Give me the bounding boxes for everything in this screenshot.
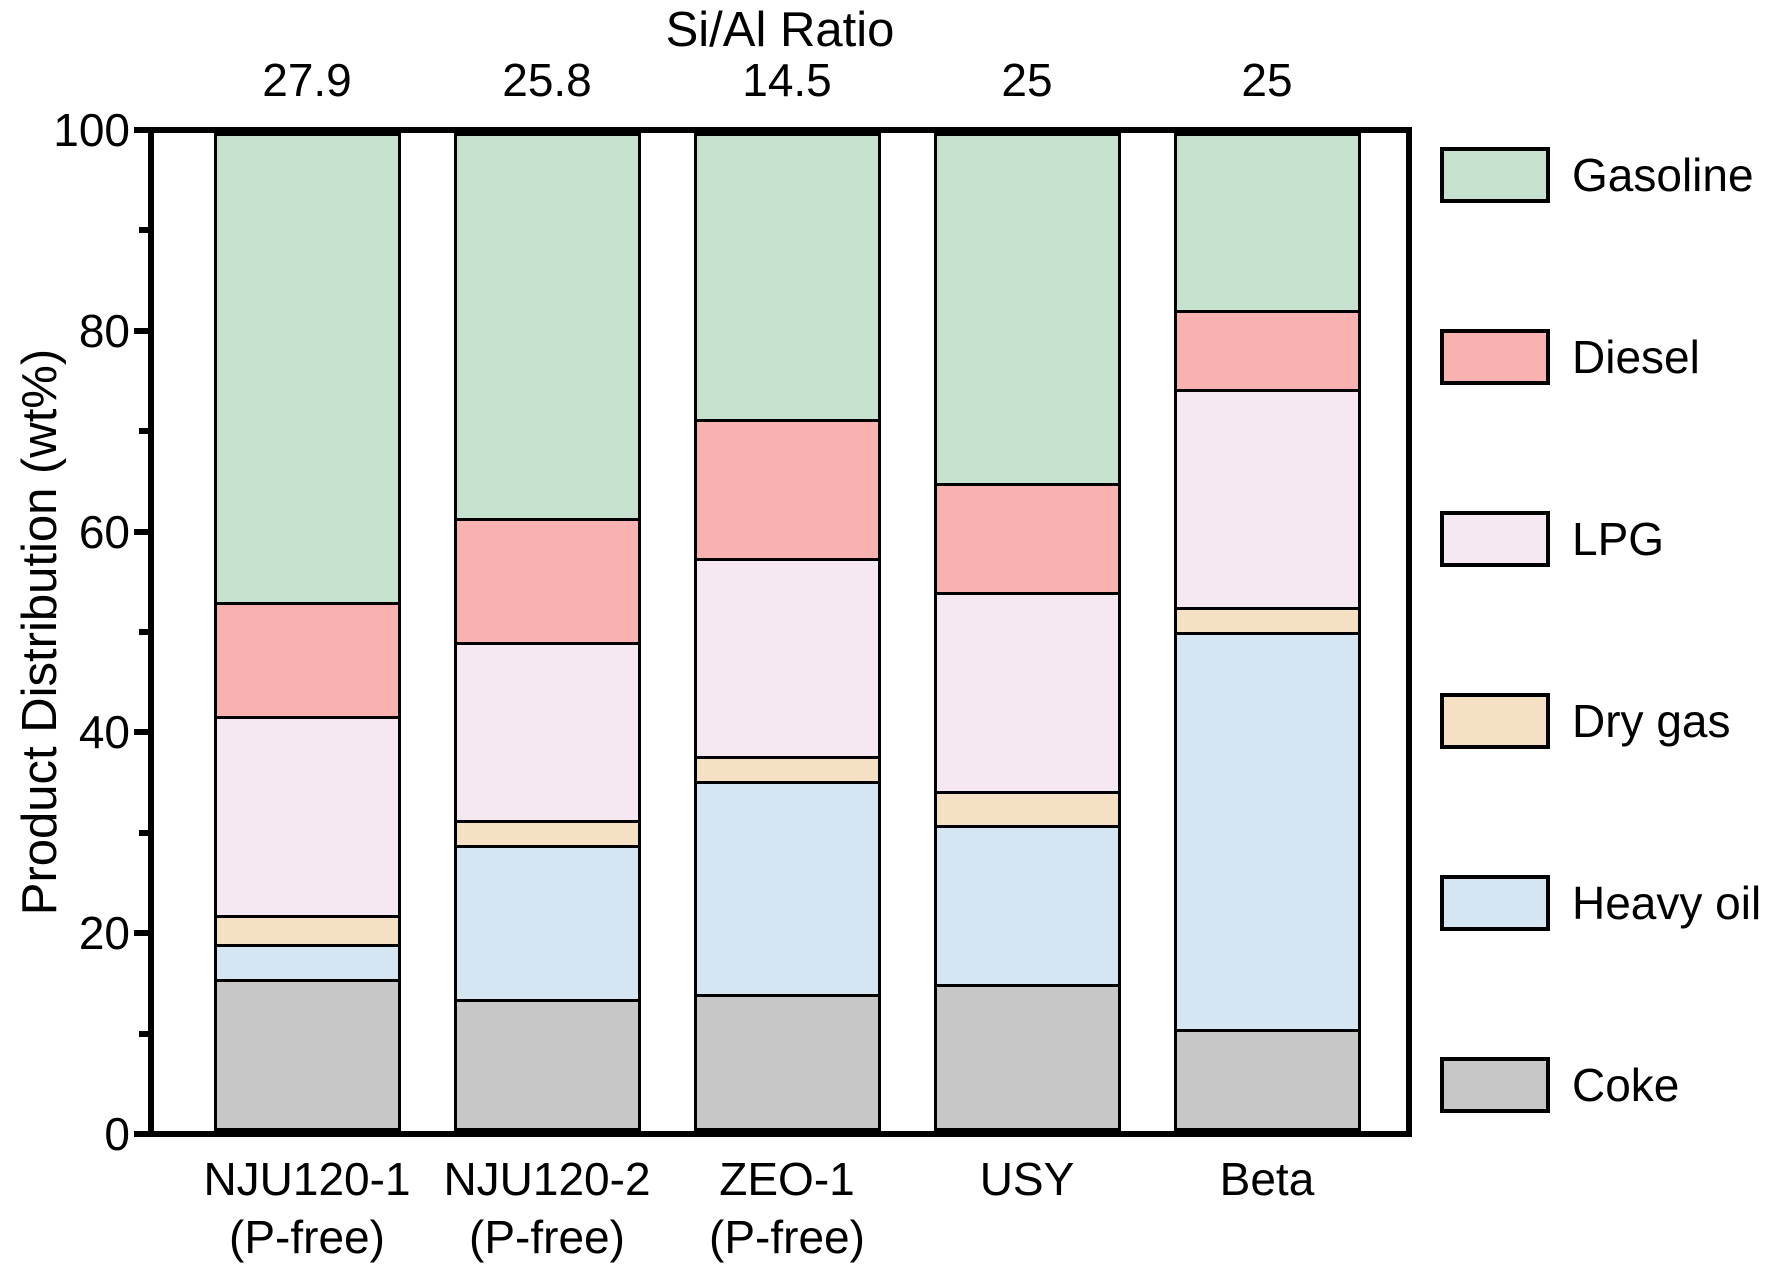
x-category-label: USY [867, 1150, 1187, 1208]
y-major-tick [134, 127, 148, 133]
bar-segment-gasoline [216, 136, 398, 603]
legend-swatch [1440, 1057, 1550, 1113]
bar-segment-gasoline [456, 136, 638, 518]
y-axis-title: Product Distribution (wt%) [13, 348, 67, 916]
y-tick-label: 60 [78, 505, 130, 558]
bar-segment-heavy-oil [696, 780, 878, 995]
x-category-line: (P-free) [709, 1211, 865, 1263]
bar-segment-coke [1176, 1028, 1358, 1128]
bar-segment-heavy-oil [936, 825, 1118, 985]
bar-segment-coke [456, 999, 638, 1128]
bar-segment-gasoline [936, 136, 1118, 484]
y-major-tick [134, 327, 148, 334]
legend-label: Gasoline [1572, 149, 1754, 201]
si-al-value: 25 [1001, 54, 1053, 106]
x-category-line: Beta [1219, 1153, 1315, 1205]
legend-swatch [1440, 147, 1550, 203]
bar-segment-lpg [696, 557, 878, 756]
legend-label: LPG [1572, 513, 1665, 565]
y-minor-tick [139, 1030, 148, 1037]
y-tick-label: 40 [78, 706, 130, 759]
legend-swatch [1440, 329, 1550, 385]
bar-segment-dry-gas [216, 914, 398, 945]
bar-usy [933, 133, 1121, 1131]
bar-segment-dry-gas [696, 756, 878, 781]
plot-box [148, 127, 1412, 1137]
y-minor-tick [139, 629, 148, 635]
plot-area [154, 133, 1406, 1131]
y-major-tick [134, 930, 148, 937]
bar-segment-lpg [456, 641, 638, 821]
legend-label: Heavy oil [1572, 877, 1762, 929]
y-major-tick [134, 528, 148, 535]
bar-segment-diesel [1176, 309, 1358, 389]
si-al-value: 14.5 [742, 54, 832, 106]
bar-segment-gasoline [1176, 136, 1358, 310]
bar-segment-lpg [1176, 388, 1358, 608]
y-tick-label: 20 [78, 907, 130, 960]
bar-segment-dry-gas [1176, 607, 1358, 632]
x-category-line: NJU120-1 [203, 1153, 411, 1205]
y-minor-tick [139, 428, 148, 435]
bar-segment-heavy-oil [456, 845, 638, 1000]
si-al-value: 25.8 [502, 54, 592, 106]
legend-label: Diesel [1572, 331, 1700, 383]
x-category-label: Beta [1107, 1150, 1427, 1208]
bar-beta [1173, 133, 1361, 1131]
bar-segment-heavy-oil [216, 944, 398, 980]
top-axis-title: Si/Al Ratio [665, 3, 895, 57]
x-category-line: ZEO-1 [719, 1153, 855, 1205]
x-category-line: USY [979, 1153, 1075, 1205]
legend-label: Dry gas [1572, 695, 1731, 747]
y-minor-tick [139, 227, 148, 234]
x-category-label: NJU120-1 (P-free) [147, 1150, 467, 1266]
bar-segment-heavy-oil [1176, 632, 1358, 1029]
x-category-line: (P-free) [469, 1211, 625, 1263]
x-category-label: ZEO-1 (P-free) [627, 1150, 947, 1266]
y-tick-label: 80 [78, 304, 130, 357]
bar-segment-diesel [696, 418, 878, 558]
legend-label: Coke [1572, 1059, 1680, 1111]
bar-segment-diesel [216, 602, 398, 717]
legend-swatch [1440, 693, 1550, 749]
bar-segment-lpg [936, 592, 1118, 791]
bar-segment-gasoline [696, 136, 878, 419]
bar-nju120-2-p-free- [453, 133, 641, 1131]
x-category-label: NJU120-2 (P-free) [387, 1150, 707, 1266]
bar-nju120-1-p-free- [213, 133, 401, 1131]
y-major-tick [134, 1131, 148, 1137]
bar-segment-dry-gas [936, 790, 1118, 826]
si-al-value: 27.9 [262, 54, 352, 106]
y-tick-label: 100 [53, 104, 130, 156]
x-category-line: NJU120-2 [443, 1153, 651, 1205]
legend-swatch [1440, 511, 1550, 567]
bar-segment-diesel [456, 517, 638, 642]
bar-segment-coke [936, 984, 1118, 1128]
bar-segment-lpg [216, 716, 398, 915]
bar-segment-coke [216, 979, 398, 1128]
y-minor-tick [139, 829, 148, 836]
bar-segment-diesel [936, 483, 1118, 593]
x-category-line: (P-free) [229, 1211, 385, 1263]
si-al-value: 25 [1241, 54, 1293, 106]
bar-segment-dry-gas [456, 820, 638, 846]
bar-segment-coke [696, 994, 878, 1128]
y-tick-label: 0 [104, 1108, 130, 1160]
bar-zeo-1-p-free- [693, 133, 881, 1131]
legend-swatch [1440, 875, 1550, 931]
y-major-tick [134, 729, 148, 736]
